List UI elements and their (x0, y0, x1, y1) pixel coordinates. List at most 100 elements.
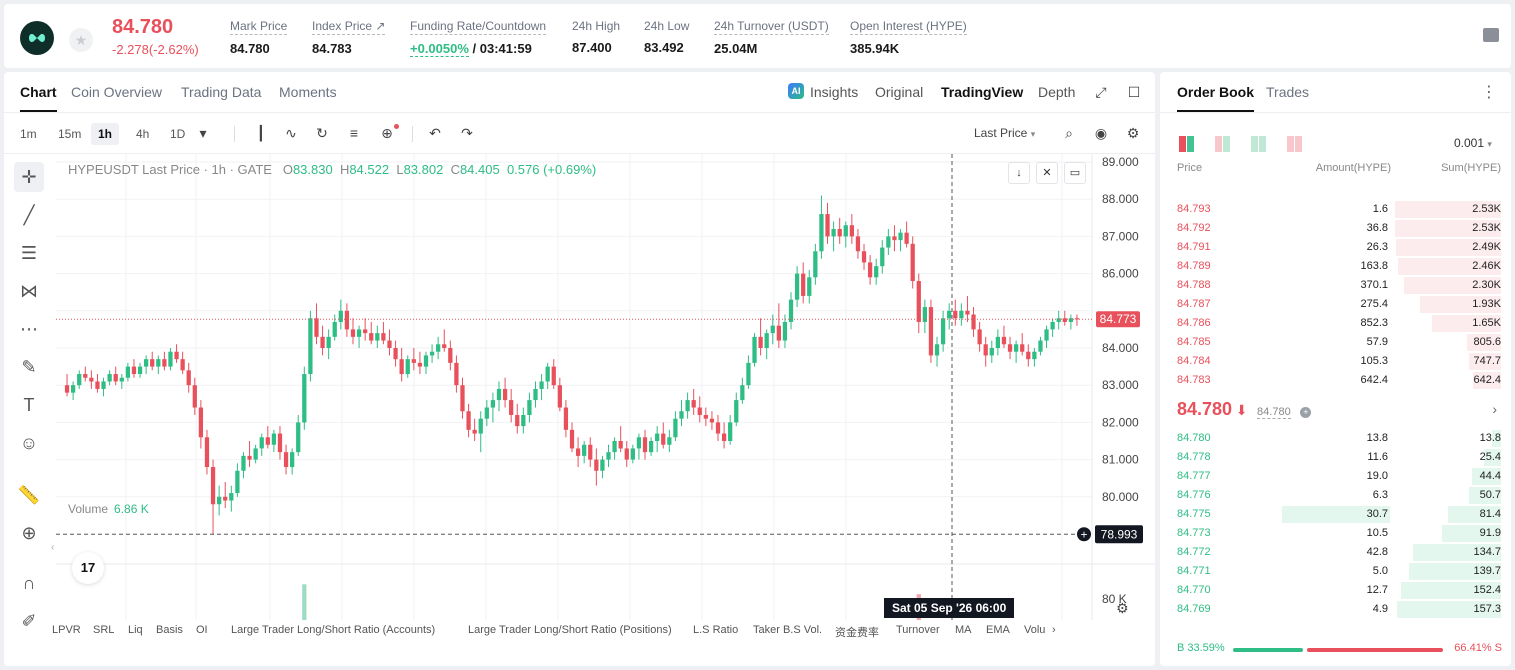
indicator-item[interactable]: Basis (156, 624, 183, 636)
window-icon[interactable]: ☐ (1127, 84, 1141, 100)
gear-icon[interactable]: ⚙ (1126, 125, 1140, 141)
ask-row[interactable]: 84.783 642.4 642.4 (1160, 371, 1511, 390)
info-icon[interactable]: + (1300, 407, 1312, 418)
timeframe-4h[interactable]: 4h (136, 127, 150, 141)
indicator-item[interactable]: MA (955, 624, 972, 636)
chevron-right-icon[interactable]: › (1052, 624, 1056, 636)
bid-row[interactable]: 84.778 11.6 25.4 (1160, 448, 1511, 467)
bid-row[interactable]: 84.773 10.5 91.9 (1160, 524, 1511, 543)
replay-icon[interactable]: ↻ (316, 125, 328, 141)
crosshair-tool-icon[interactable]: ✛ (14, 162, 44, 192)
indicator-item[interactable]: Liq (128, 624, 143, 636)
indicator-item[interactable]: Large Trader Long/Short Ratio (Accounts) (231, 624, 436, 636)
tab-trading-data[interactable]: Trading Data (181, 84, 262, 100)
view-original[interactable]: Original (875, 84, 924, 100)
ask-row[interactable]: 84.789 163.8 2.46K (1160, 257, 1511, 276)
timeframe-15m[interactable]: 15m (58, 127, 82, 141)
scroll-down-icon[interactable]: ↓ (1008, 162, 1030, 184)
ask-row[interactable]: 84.791 26.3 2.49K (1160, 238, 1511, 257)
precision-select[interactable]: 0.001 ▾ (1454, 136, 1492, 150)
candle-body (521, 414, 526, 427)
ask-row[interactable]: 84.787 275.4 1.93K (1160, 295, 1511, 314)
trend-line-tool-icon[interactable]: ╱ (23, 205, 35, 225)
tab-coin-overview[interactable]: Coin Overview (71, 84, 163, 100)
collapse-icon[interactable]: ✕ (1036, 162, 1058, 184)
bid-row[interactable]: 84.771 5.0 139.7 (1160, 562, 1511, 581)
magnet-tool-icon[interactable]: ∩ (22, 573, 36, 593)
stat-index-price[interactable]: Index Price ↗ 84.783 (312, 18, 386, 56)
ask-row[interactable]: 84.788 370.1 2.30K (1160, 276, 1511, 295)
tradingview-logo[interactable]: 17 (72, 552, 104, 584)
book-sell-icon[interactable] (1287, 136, 1303, 152)
indicator-item[interactable]: Large Trader Long/Short Ratio (Positions… (468, 624, 672, 636)
indicator-item[interactable]: EMA (986, 624, 1010, 636)
bid-amount: 4.9 (1372, 603, 1388, 615)
tab-moments[interactable]: Moments (279, 84, 337, 100)
tab-chart[interactable]: Chart (20, 84, 57, 112)
time-axis-settings-icon[interactable]: ⚙ (1116, 600, 1129, 616)
text-tool-icon[interactable]: T (23, 395, 35, 415)
indicator-item[interactable]: Taker B.S Vol. (753, 624, 823, 636)
timeframe-1d[interactable]: 1D (170, 127, 186, 141)
timeframe-1h[interactable]: 1h (91, 123, 120, 145)
bid-row[interactable]: 84.769 4.9 157.3 (1160, 600, 1511, 619)
timeframe-1m[interactable]: 1m (20, 127, 37, 141)
book-both-icon[interactable] (1179, 136, 1195, 152)
indicator-item[interactable]: Turnover (896, 624, 940, 636)
bid-row[interactable]: 84.772 42.8 134.7 (1160, 543, 1511, 562)
view-tradingview[interactable]: TradingView (941, 84, 1024, 100)
brush-tool-icon[interactable]: ✎ (21, 357, 37, 377)
indicator-item[interactable]: OI (196, 624, 208, 636)
view-depth[interactable]: Depth (1038, 84, 1076, 100)
more-icon[interactable]: ⋮ (1481, 84, 1497, 101)
bid-row[interactable]: 84.780 13.8 13.8 (1160, 429, 1511, 448)
indicator-item[interactable]: SRL (93, 624, 115, 636)
price-source-select[interactable]: Last Price ▾ (974, 126, 1035, 140)
chevron-right-icon[interactable]: › (1492, 401, 1497, 417)
emoji-tool-icon[interactable]: ☺ (19, 433, 39, 453)
fib-tool-icon[interactable]: ⋯ (20, 319, 38, 339)
bid-row[interactable]: 84.776 6.3 50.7 (1160, 486, 1511, 505)
bid-row[interactable]: 84.770 12.7 152.4 (1160, 581, 1511, 600)
add-alert-icon[interactable]: ⊕ (381, 125, 393, 141)
lock-draw-tool-icon[interactable]: ✐ (21, 611, 37, 631)
book-bids-icon[interactable] (1215, 136, 1231, 152)
price-chart[interactable]: 84.773 78.993 +89.000 88.000 87.000 86.000 84.… (56, 154, 1155, 620)
undo-icon[interactable]: ↶ (429, 125, 441, 141)
candle-type-icon[interactable]: ┃ (256, 125, 266, 141)
indicator-item[interactable]: Volu (1024, 624, 1046, 636)
search-icon[interactable]: ⌕ (1065, 125, 1073, 141)
tab-order-book[interactable]: Order Book (1177, 84, 1255, 112)
ruler-tool-icon[interactable]: 📏 (17, 485, 41, 505)
maximize-pane-icon[interactable]: ▭ (1064, 162, 1086, 184)
horizontal-lines-tool-icon[interactable]: ☰ (20, 243, 38, 263)
tab-trades[interactable]: Trades (1266, 84, 1310, 100)
indicator-item[interactable]: 资金费率 (835, 627, 879, 639)
zoom-in-tool-icon[interactable]: ⊕ (21, 523, 37, 543)
favorite-star-icon[interactable]: ★ (69, 28, 93, 52)
ask-row[interactable]: 84.793 1.6 2.53K (1160, 200, 1511, 219)
camera-icon[interactable]: ◉ (1094, 125, 1108, 141)
book-icon[interactable] (1483, 28, 1499, 42)
fullscreen-icon[interactable]: ⤢ (1095, 84, 1107, 100)
bid-row[interactable]: 84.775 30.7 81.4 (1160, 505, 1511, 524)
ask-row[interactable]: 84.792 36.8 2.53K (1160, 219, 1511, 238)
chevron-down-icon[interactable]: ▾ (199, 125, 207, 141)
indicator-item[interactable]: LPVR (52, 624, 81, 636)
buy-sell-ratio: B 33.59% 66.41% S (1177, 642, 1502, 656)
sell-ratio-bar (1307, 648, 1443, 652)
funding-rate-value[interactable]: +0.0050% (410, 41, 469, 57)
indicator-item[interactable]: L.S Ratio (693, 624, 739, 636)
bid-row[interactable]: 84.777 19.0 44.4 (1160, 467, 1511, 486)
candle-body (381, 333, 386, 341)
redo-icon[interactable]: ↷ (461, 125, 473, 141)
ask-row[interactable]: 84.785 57.9 805.6 (1160, 333, 1511, 352)
pattern-tool-icon[interactable]: ⋈ (20, 281, 38, 301)
indicators-icon[interactable]: ∿ (285, 125, 297, 141)
templates-icon[interactable]: ≡ (349, 125, 359, 141)
book-buy-icon[interactable] (1251, 136, 1267, 152)
collapse-toolbar-icon[interactable]: ‹ (51, 542, 55, 553)
ask-row[interactable]: 84.786 852.3 1.65K (1160, 314, 1511, 333)
view-insights[interactable]: Insights (810, 84, 859, 100)
ask-row[interactable]: 84.784 105.3 747.7 (1160, 352, 1511, 371)
